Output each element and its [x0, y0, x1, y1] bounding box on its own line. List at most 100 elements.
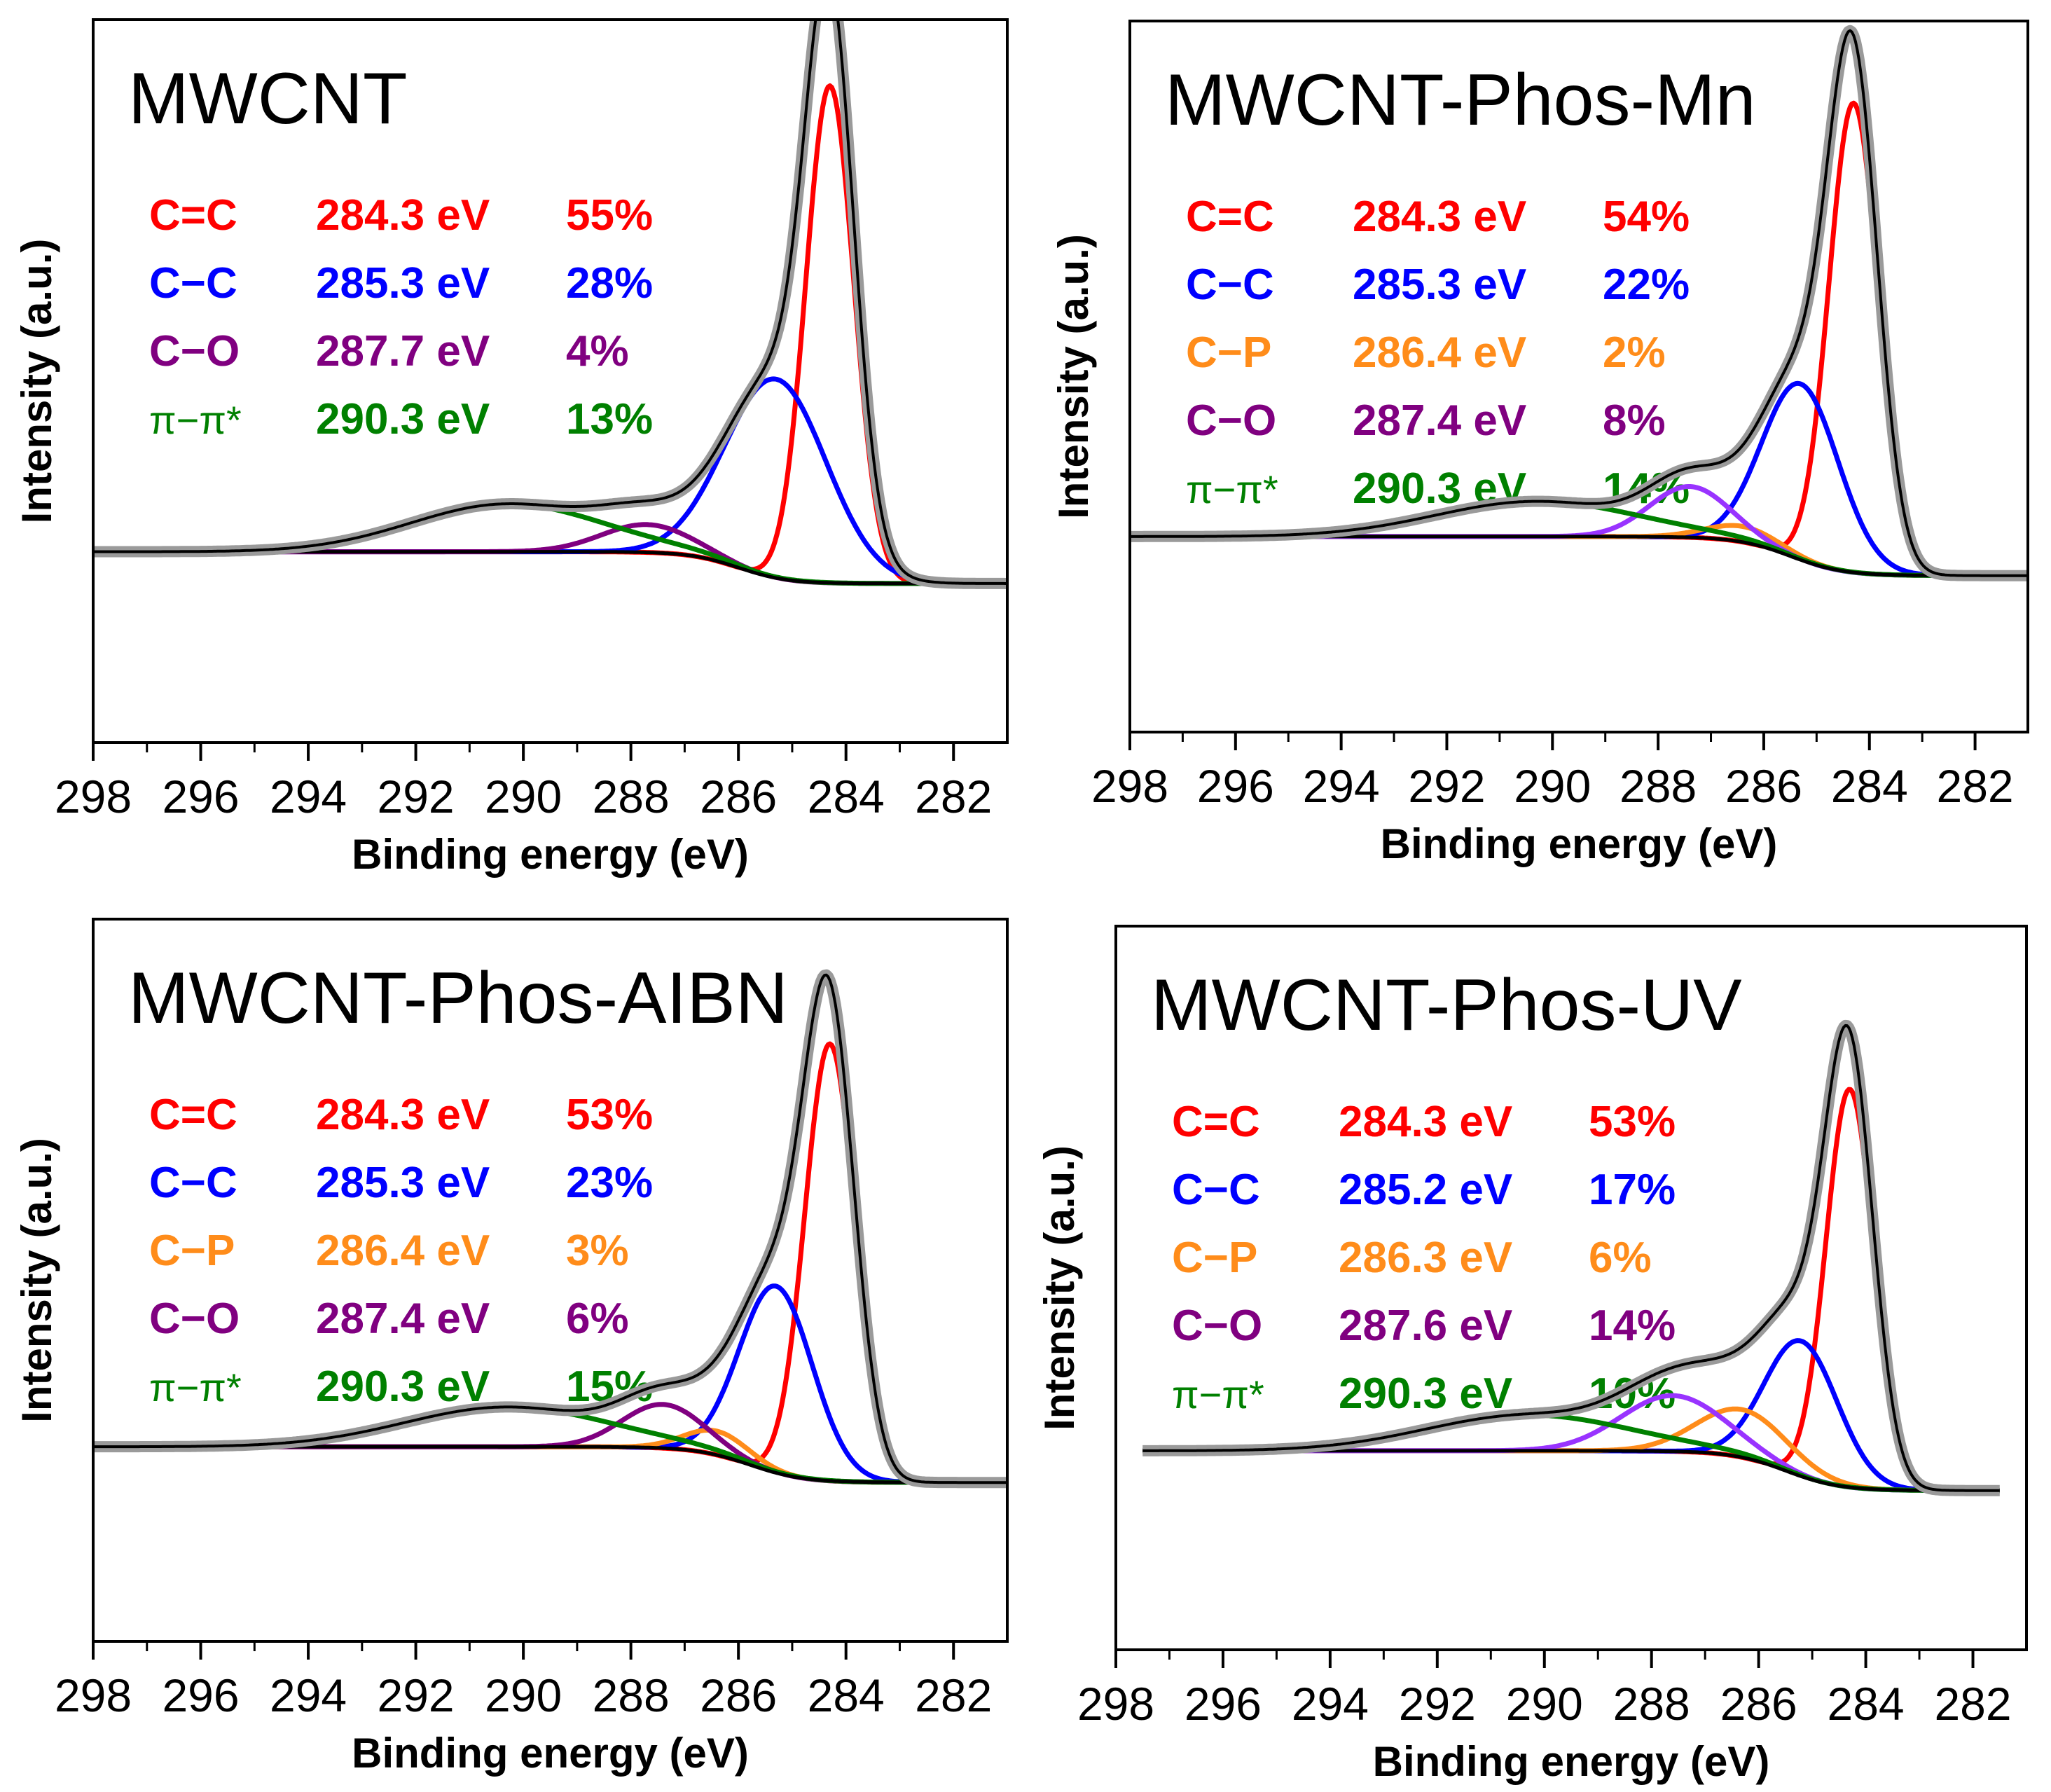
legend-row: C−O 287.7 eV 4%: [149, 327, 629, 375]
x-tick-label: 296: [162, 771, 239, 822]
x-tick-label: 298: [55, 771, 132, 822]
legend-percent: 54%: [1603, 193, 1690, 241]
legend-row: C−C 285.2 eV 17%: [1172, 1166, 1676, 1214]
x-tick-label: 294: [1303, 760, 1380, 812]
x-tick-label: 288: [593, 771, 670, 822]
x-tick-label: 286: [1720, 1678, 1797, 1730]
legend-row: C−P 286.4 eV 3%: [149, 1227, 629, 1275]
legend-row: C−P 286.4 eV 2%: [1186, 329, 1666, 377]
x-tick-label: 298: [1091, 760, 1168, 812]
plot-frame: [1114, 925, 2028, 1651]
legend-row: C−O 287.6 eV 14%: [1172, 1302, 1676, 1350]
legend-row: π−π* 290.3 eV 13%: [149, 395, 653, 443]
legend-label: C=C: [1186, 193, 1274, 241]
fit-envelope: [1142, 1023, 2000, 1492]
plot-frame: [1128, 20, 2029, 733]
legend-energy: 286.3 eV: [1339, 1234, 1512, 1282]
legend-label: C−C: [1186, 261, 1274, 309]
legend-percent: 8%: [1603, 397, 1666, 445]
legend-percent: 28%: [566, 259, 653, 308]
legend-energy: 285.3 eV: [1353, 261, 1526, 309]
legend-label: π−π*: [149, 398, 242, 442]
legend-row: π−π* 290.3 eV 15%: [149, 1363, 653, 1411]
legend-percent: 17%: [1589, 1166, 1676, 1214]
legend-row: C−O 287.4 eV 8%: [1186, 397, 1666, 445]
x-tick-label: 284: [1831, 760, 1908, 812]
legend-percent: 3%: [566, 1227, 629, 1275]
x-tick-label: 296: [162, 1669, 239, 1721]
legend-label: C=C: [1172, 1098, 1260, 1146]
legend-label: π−π*: [1186, 467, 1278, 511]
legend-row: C=C 284.3 eV 53%: [149, 1091, 653, 1139]
legend-percent: 13%: [566, 395, 653, 443]
curves: [95, 21, 1006, 589]
legend-label: C−P: [149, 1227, 235, 1275]
measured-spectrum: [1138, 1019, 2004, 1496]
legend-energy: 287.4 eV: [1353, 397, 1526, 445]
legend-label: C−P: [1172, 1234, 1257, 1282]
y-axis-label: Intensity (a.u.): [13, 1138, 60, 1423]
legend-energy: 285.2 eV: [1339, 1166, 1512, 1214]
legend-row: C=C 284.3 eV 55%: [149, 191, 653, 240]
legend-label: π−π*: [149, 1365, 242, 1410]
x-tick-label: 296: [1197, 760, 1274, 812]
legend-label: C−O: [1172, 1302, 1262, 1350]
fit-envelope: [1131, 29, 2026, 577]
legend-energy: 284.3 eV: [316, 191, 490, 240]
legend-row: C−P 286.3 eV 6%: [1172, 1234, 1652, 1282]
y-axis-label: Intensity (a.u.): [1050, 234, 1097, 519]
legend-row: C−C 285.3 eV 28%: [149, 259, 653, 308]
x-tick-label: 294: [1292, 1678, 1369, 1730]
legend-row: C=C 284.3 eV 53%: [1172, 1098, 1676, 1146]
plot-frame: [92, 918, 1009, 1643]
x-tick-label: 292: [1399, 1678, 1476, 1730]
legend-percent: 14%: [1589, 1302, 1676, 1350]
x-axis-label: Binding energy (eV): [352, 831, 749, 878]
legend-energy: 286.4 eV: [1353, 329, 1526, 377]
legend-energy: 284.3 eV: [316, 1091, 490, 1139]
x-tick-label: 282: [915, 771, 992, 822]
fit-envelope: [95, 973, 1006, 1484]
x-tick-label: 290: [1514, 760, 1591, 812]
legend-energy: 285.3 eV: [316, 259, 490, 308]
legend-row: C−C 285.3 eV 22%: [1186, 261, 1690, 309]
x-tick-label: 294: [270, 1669, 347, 1721]
legend-energy: 284.3 eV: [1353, 193, 1526, 241]
legend-row: C−C 285.3 eV 23%: [149, 1159, 653, 1207]
legend-percent: 23%: [566, 1159, 653, 1207]
x-tick-label: 292: [378, 1669, 455, 1721]
x-axis-label: Binding energy (eV): [1373, 1738, 1770, 1785]
background-line: [1131, 535, 2026, 578]
legend-percent: 55%: [566, 191, 653, 240]
panel-title: MWCNT-Phos-UV: [1151, 965, 1742, 1046]
x-tick-label: 288: [1620, 760, 1697, 812]
curves: [1131, 25, 2026, 581]
legend-row: C=C 284.3 eV 54%: [1186, 193, 1690, 241]
x-tick-label: 282: [1934, 1678, 2011, 1730]
x-tick-label: 296: [1185, 1678, 1262, 1730]
panel-title: MWCNT: [128, 58, 408, 139]
legend-energy: 284.3 eV: [1339, 1098, 1512, 1146]
x-tick-label: 294: [270, 771, 347, 822]
x-tick-label: 292: [1408, 760, 1485, 812]
x-axis-label: Binding energy (eV): [352, 1730, 749, 1777]
x-tick-label: 290: [485, 771, 562, 822]
x-tick-label: 284: [808, 1669, 885, 1721]
panel-3: 298 296 294 292 290 288 286 284 282 Binding energ…: [13, 918, 1009, 1777]
x-tick-label: 288: [1613, 1678, 1690, 1730]
legend-percent: 6%: [1589, 1234, 1652, 1282]
legend-row: π−π* 290.3 eV 10%: [1172, 1370, 1676, 1418]
legend-label: C=C: [149, 191, 237, 240]
legend-energy: 285.3 eV: [316, 1159, 490, 1207]
x-tick-label: 282: [915, 1669, 992, 1721]
legend-label: C=C: [149, 1091, 237, 1139]
legend-label: C−P: [1186, 329, 1271, 377]
legend-percent: 4%: [566, 327, 629, 375]
legend-percent: 53%: [566, 1091, 653, 1139]
x-tick-label: 290: [485, 1669, 562, 1721]
legend-percent: 2%: [1603, 329, 1666, 377]
x-tick-label: 292: [378, 771, 455, 822]
legend-label: C−O: [149, 1295, 240, 1343]
x-tick-label: 288: [593, 1669, 670, 1721]
x-tick-label: 298: [55, 1669, 132, 1721]
